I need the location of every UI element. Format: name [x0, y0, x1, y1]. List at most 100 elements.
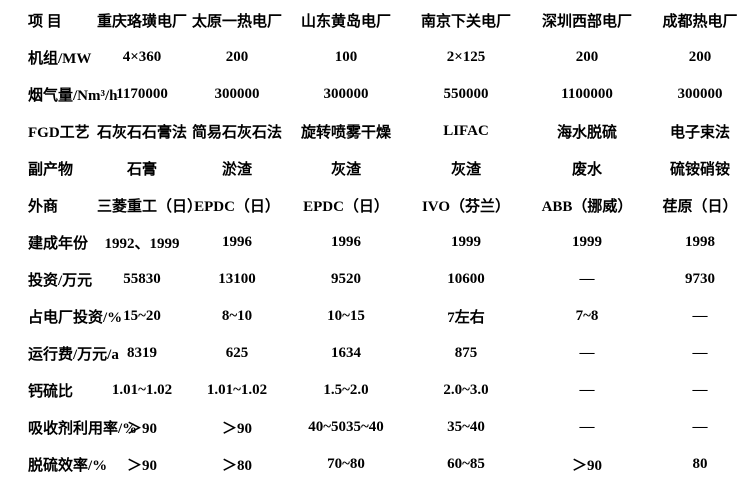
- table-cell: 1999: [572, 234, 602, 250]
- table-cell: 1996: [222, 234, 252, 250]
- table-cell: 硫铵硝铵: [669, 162, 730, 178]
- table-cell: 1.01~1.02: [206, 382, 268, 398]
- table-cell: 40~5035~40: [308, 419, 384, 435]
- row-label: 建成年份: [28, 236, 89, 252]
- table-cell: 13100: [218, 271, 256, 287]
- column-header-item: 项 目: [28, 14, 62, 30]
- table-cell: 石膏: [126, 162, 157, 178]
- table-cell: 1998: [685, 234, 715, 250]
- table-cell: ＞90: [126, 421, 157, 437]
- table-cell: 300000: [677, 86, 723, 102]
- table-cell: ABB（挪威）: [541, 199, 633, 215]
- row-label: 烟气量/Nm³/h: [28, 88, 118, 104]
- row-label: 外商: [28, 199, 59, 215]
- table-cell: —: [579, 345, 595, 361]
- table-cell: 2×125: [446, 49, 486, 65]
- table-cell: 三菱重工（日）: [97, 199, 203, 215]
- table-cell: 海水脱硫: [556, 125, 617, 141]
- column-header-plant-nanjing: 南京下关电厂: [420, 14, 511, 30]
- table-cell: 4×360: [122, 49, 162, 65]
- table-cell: —: [692, 419, 708, 435]
- table-cell: 灰渣: [330, 162, 361, 178]
- row-label: 投资/万元: [28, 273, 93, 289]
- table-cell: 1.01~1.02: [111, 382, 173, 398]
- table-row-ca-s-ratio: 钙硫比 1.01~1.02 1.01~1.02 1.5~2.0 2.0~3.0 …: [0, 372, 753, 409]
- table-cell: 简易石灰石法: [191, 125, 282, 141]
- table-cell: —: [579, 271, 595, 287]
- table-row-byproduct: 副产物 石膏 淤渣 灰渣 灰渣 废水 硫铵硝铵: [0, 150, 753, 187]
- table-cell: ＞80: [221, 458, 252, 474]
- table-cell: EPDC（日）: [303, 199, 389, 215]
- row-label: 脱硫效率/%: [28, 458, 108, 474]
- table-cell: 200: [688, 49, 712, 65]
- table-cell: 2.0~3.0: [443, 382, 489, 398]
- table-row-fgd-process: FGD工艺 石灰石石膏法 简易石灰石法 旋转喷雾干燥 LIFAC 海水脱硫 电子…: [0, 113, 753, 150]
- table-cell: 200: [575, 49, 599, 65]
- table-cell: EPDC（日）: [194, 199, 280, 215]
- column-header-plant-chongqing: 重庆珞璜电厂: [97, 14, 188, 30]
- table-cell: 875: [454, 345, 478, 361]
- row-label: 运行费/万元/a: [28, 347, 119, 363]
- table-row-foreign-partner: 外商 三菱重工（日） EPDC（日） EPDC（日） IVO（芬兰） ABB（挪…: [0, 187, 753, 224]
- column-header-plant-chengdu: 成都热电厂: [662, 14, 738, 30]
- table-row-investment: 投资/万元 55830 13100 9520 10600 — 9730: [0, 261, 753, 298]
- table-cell: 1999: [451, 234, 481, 250]
- table-cell: 80: [692, 456, 708, 472]
- table-cell: —: [579, 419, 595, 435]
- table-cell: —: [579, 382, 595, 398]
- table-header-row: 项 目 重庆珞璜电厂 太原一热电厂 山东黄岛电厂 南京下关电厂 深圳西部电厂 成…: [0, 2, 753, 39]
- table-cell: —: [692, 308, 708, 324]
- table-row-unit-capacity: 机组/MW 4×360 200 100 2×125 200 200: [0, 39, 753, 76]
- table-cell: 10600: [447, 271, 485, 287]
- table-cell: 55830: [123, 271, 161, 287]
- table-cell: 8~10: [221, 308, 253, 324]
- table-cell: 1.5~2.0: [323, 382, 369, 398]
- table-cell: 1100000: [561, 86, 613, 102]
- table-row-operating-cost: 运行费/万元/a 8319 625 1634 875 — —: [0, 335, 753, 372]
- row-label: 副产物: [28, 162, 74, 178]
- table-cell: 625: [225, 345, 249, 361]
- table-cell: 淤渣: [221, 162, 252, 178]
- table-cell: 7~8: [575, 308, 599, 324]
- table-cell: 废水: [571, 162, 602, 178]
- table-cell: ＞90: [221, 421, 252, 437]
- column-header-plant-shenzhen: 深圳西部电厂: [541, 14, 632, 30]
- table-cell: 15~20: [123, 308, 161, 324]
- table-cell: 10~15: [327, 308, 365, 324]
- table-cell: ＞90: [571, 458, 602, 474]
- table-cell: 9730: [685, 271, 715, 287]
- table-cell: IVO（芬兰）: [421, 199, 511, 215]
- table-cell: 9520: [331, 271, 361, 287]
- table-cell: ＞90: [126, 458, 157, 474]
- table-cell: LIFAC: [443, 123, 489, 139]
- column-header-plant-taiyuan: 太原一热电厂: [191, 14, 282, 30]
- row-label: 机组/MW: [28, 51, 92, 67]
- table-cell: 100: [334, 49, 358, 65]
- row-label: 吸收剂利用率/%: [28, 421, 138, 437]
- table-row-investment-share: 占电厂投资/% 15~20 8~10 10~15 7左右 7~8 —: [0, 298, 753, 335]
- table-cell: 石灰石石膏法: [97, 125, 188, 141]
- table-cell: 1634: [331, 345, 361, 361]
- table-cell: —: [692, 382, 708, 398]
- table-cell: 70~80: [327, 456, 365, 472]
- table-row-desulfurization-efficiency: 脱硫效率/% ＞90 ＞80 70~80 60~85 ＞90 80: [0, 446, 753, 483]
- column-header-plant-huangdao: 山东黄岛电厂: [300, 14, 391, 30]
- table-cell: 300000: [214, 86, 260, 102]
- table-cell: 旋转喷雾干燥: [300, 125, 391, 141]
- table-cell: 35~40: [447, 419, 485, 435]
- table-row-completion-year: 建成年份 1992、1999 1996 1996 1999 1999 1998: [0, 224, 753, 261]
- table-cell: 300000: [323, 86, 369, 102]
- table-cell: 1996: [331, 234, 361, 250]
- table-cell: 7左右: [447, 310, 485, 326]
- row-label: 占电厂投资/%: [28, 310, 123, 326]
- table-cell: 灰渣: [450, 162, 481, 178]
- table-cell: 8319: [127, 345, 157, 361]
- table-cell: 550000: [443, 86, 489, 102]
- table-cell: —: [692, 345, 708, 361]
- table-cell: 电子束法: [669, 125, 730, 141]
- table-row-flue-gas-volume: 烟气量/Nm³/h 1170000 300000 300000 550000 1…: [0, 76, 753, 113]
- table-cell: 60~85: [447, 456, 485, 472]
- row-label: 钙硫比: [28, 384, 74, 400]
- table-cell: 200: [225, 49, 249, 65]
